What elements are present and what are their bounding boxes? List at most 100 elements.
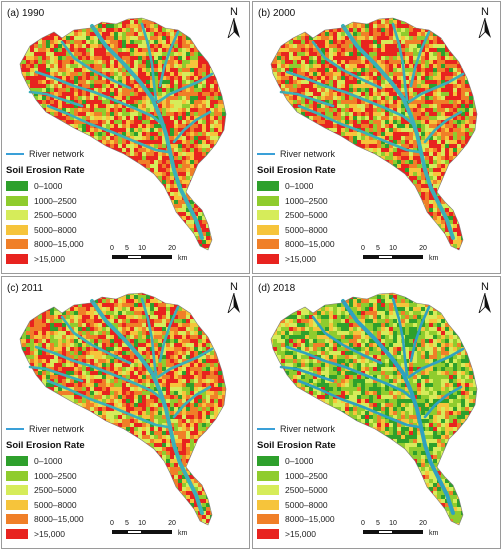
river-legend-label: River network: [29, 149, 85, 159]
legend-class-label: 5000–8000: [285, 499, 328, 510]
river-line: [156, 72, 214, 104]
legend-class-label: 8000–15,000: [34, 239, 84, 250]
north-label: N: [230, 281, 238, 293]
legend-class-0: 0–1000: [6, 179, 146, 194]
river-line-icon: [6, 153, 24, 155]
legend-class-label: 8000–15,000: [285, 514, 335, 525]
legend-class-2: 2500–5000: [257, 208, 397, 223]
river-line: [172, 110, 212, 144]
river-line: [407, 347, 465, 379]
scale-bar: 0 5 10 20 km: [361, 245, 491, 269]
river-line: [311, 40, 383, 90]
river-line: [158, 30, 180, 88]
river-line: [285, 70, 415, 126]
river-line: [423, 110, 463, 144]
map-panel-2000: (b) 2000 N River network Soil Erosion Ra…: [252, 1, 501, 274]
legend-swatch: [257, 499, 279, 510]
legend-class-label: >15,000: [285, 253, 316, 264]
river-line: [28, 90, 84, 108]
river-line: [158, 305, 180, 363]
legend-swatch: [257, 514, 279, 525]
scale-segment: [363, 255, 378, 259]
legend-swatch: [6, 195, 28, 206]
scale-segment: [127, 255, 142, 259]
river-legend-entry: River network: [6, 148, 146, 160]
legend-swatch: [6, 253, 28, 264]
legend-swatch: [257, 253, 279, 264]
scale-tick-label: 10: [138, 245, 146, 252]
legend-class-3: 5000–8000: [257, 498, 397, 513]
erosion-map: [19, 17, 227, 251]
legend-title: Soil Erosion Rate: [257, 440, 336, 451]
legend-classes: 0–1000 1000–2500 2500–5000 5000–8000 8000–15…: [257, 454, 397, 541]
north-label: N: [481, 281, 489, 293]
north-label: N: [230, 6, 238, 18]
legend-class-label: 1000–2500: [34, 470, 77, 481]
watershed-boundary: [19, 292, 227, 526]
river-line: [60, 315, 132, 365]
legend-swatch: [257, 224, 279, 235]
map-panel-1990: (a) 1990 N River network Soil Erosion Ra…: [1, 1, 250, 274]
river-line: [407, 72, 465, 104]
scale-tick-label: 5: [125, 245, 129, 252]
watershed-boundary: [19, 17, 227, 251]
river-line: [140, 297, 158, 377]
river-legend-entry: River network: [6, 423, 146, 435]
river-line: [140, 22, 158, 102]
river-line: [311, 315, 383, 365]
river-line: [423, 385, 463, 419]
watershed-boundary: [270, 17, 478, 251]
legend-class-label: >15,000: [34, 253, 65, 264]
legend-swatch: [6, 210, 28, 221]
legend-class-label: 1000–2500: [285, 195, 328, 206]
legend-class-label: 0–1000: [34, 181, 63, 192]
scale-segment: [112, 255, 127, 259]
river-line: [391, 297, 409, 377]
legend-title: Soil Erosion Rate: [6, 165, 85, 176]
legend-class-1: 1000–2500: [6, 194, 146, 209]
legend-class-3: 5000–8000: [257, 223, 397, 238]
panel-title: (a) 1990: [7, 8, 45, 19]
legend-class-4: 8000–15,000: [6, 237, 146, 252]
legend-class-5: >15,000: [257, 252, 397, 267]
legend-swatch: [6, 470, 28, 481]
legend-swatch: [6, 514, 28, 525]
legend-class-2: 2500–5000: [257, 483, 397, 498]
legend-class-5: >15,000: [6, 527, 146, 542]
scale-segment: [127, 530, 142, 534]
map-panel-2018: (d) 2018 N River network Soil Erosion Ra…: [252, 276, 501, 549]
erosion-map: [19, 292, 227, 526]
scale-segment: [363, 530, 378, 534]
legend-class-4: 8000–15,000: [257, 512, 397, 527]
scale-tick-label: 0: [361, 245, 365, 252]
river-line: [34, 70, 164, 126]
river-legend-label: River network: [280, 424, 336, 434]
legend-class-label: 5000–8000: [34, 224, 77, 235]
legend-class-label: 5000–8000: [34, 499, 77, 510]
river-line: [341, 299, 455, 515]
river-line: [34, 345, 164, 401]
legend-class-0: 0–1000: [257, 179, 397, 194]
legend-class-0: 0–1000: [6, 454, 146, 469]
river-legend-entry: River network: [257, 423, 397, 435]
legend-class-4: 8000–15,000: [257, 237, 397, 252]
legend-swatch: [6, 456, 28, 467]
erosion-map: [270, 292, 478, 526]
legend-class-4: 8000–15,000: [6, 512, 146, 527]
north-arrow-icon: N: [225, 6, 243, 40]
scale-bar: 0 5 10 20 km: [361, 520, 491, 544]
river-legend-label: River network: [29, 424, 85, 434]
scale-tick-label: 5: [125, 520, 129, 527]
river-line: [391, 22, 409, 102]
river-line: [28, 365, 84, 383]
legend-classes: 0–1000 1000–2500 2500–5000 5000–8000 8000–15…: [6, 454, 146, 541]
legend-class-label: 2500–5000: [34, 485, 77, 496]
scale-tick-label: 0: [110, 520, 114, 527]
panel-title: (d) 2018: [258, 283, 296, 294]
legend-class-label: 0–1000: [285, 456, 314, 467]
legend-class-1: 1000–2500: [6, 469, 146, 484]
legend-class-3: 5000–8000: [6, 498, 146, 513]
river-line: [279, 365, 335, 383]
legend-class-5: >15,000: [257, 527, 397, 542]
